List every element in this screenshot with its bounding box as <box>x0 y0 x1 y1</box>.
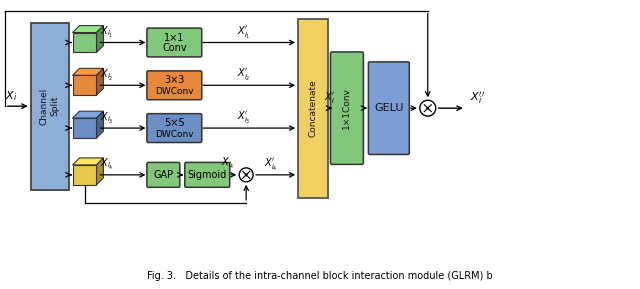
Text: GAP: GAP <box>153 170 173 180</box>
Text: $X_{i_1}$: $X_{i_1}$ <box>100 25 113 40</box>
FancyBboxPatch shape <box>185 162 230 187</box>
Bar <box>72 165 97 185</box>
Text: Concatenate: Concatenate <box>308 79 317 137</box>
FancyBboxPatch shape <box>330 52 364 164</box>
FancyBboxPatch shape <box>147 28 202 57</box>
Text: Conv: Conv <box>162 43 187 53</box>
Polygon shape <box>72 25 104 33</box>
Text: $X_i'$: $X_i'$ <box>324 90 336 105</box>
Polygon shape <box>97 25 104 52</box>
Text: DWConv: DWConv <box>155 129 194 138</box>
Bar <box>72 118 97 138</box>
FancyBboxPatch shape <box>147 114 202 142</box>
Circle shape <box>420 100 436 116</box>
Circle shape <box>426 107 429 110</box>
Text: $X_{i_3}$: $X_{i_3}$ <box>100 111 113 126</box>
Polygon shape <box>97 158 104 185</box>
Polygon shape <box>72 68 104 75</box>
Polygon shape <box>72 158 104 165</box>
Text: Sigmoid: Sigmoid <box>188 170 227 180</box>
Text: 1×1: 1×1 <box>164 33 184 42</box>
Text: $X_{i_3}'$: $X_{i_3}'$ <box>237 110 251 126</box>
Text: 1×1Conv: 1×1Conv <box>342 87 351 129</box>
Polygon shape <box>72 111 104 118</box>
Text: Channel
Split: Channel Split <box>40 88 60 125</box>
Bar <box>298 18 328 198</box>
Text: $X_i''$: $X_i''$ <box>470 90 485 106</box>
Bar <box>72 75 97 95</box>
FancyBboxPatch shape <box>147 162 180 187</box>
Text: $X_{i_2}$: $X_{i_2}$ <box>100 68 113 83</box>
Bar <box>72 33 97 52</box>
Text: DWConv: DWConv <box>155 87 194 96</box>
FancyBboxPatch shape <box>369 62 410 154</box>
Circle shape <box>239 168 253 182</box>
Text: Fig. 3.   Details of the intra-channel block interaction module (GLRM) b: Fig. 3. Details of the intra-channel blo… <box>147 271 493 281</box>
Text: 5×5: 5×5 <box>164 118 184 128</box>
FancyBboxPatch shape <box>147 71 202 100</box>
Text: $X_{i_4}$: $X_{i_4}$ <box>221 156 235 171</box>
Text: 3×3: 3×3 <box>164 75 184 85</box>
Text: $X_{i_4}$: $X_{i_4}$ <box>100 158 113 173</box>
Polygon shape <box>97 68 104 95</box>
Text: $X_i$: $X_i$ <box>4 89 17 103</box>
Bar <box>31 23 68 190</box>
Text: $X_{i_1}'$: $X_{i_1}'$ <box>237 24 251 41</box>
Circle shape <box>244 173 248 176</box>
Polygon shape <box>97 111 104 138</box>
Text: GELU: GELU <box>374 103 404 113</box>
Text: $X_{i_2}'$: $X_{i_2}'$ <box>237 67 251 84</box>
Text: $X_{i_4}'$: $X_{i_4}'$ <box>264 157 278 173</box>
